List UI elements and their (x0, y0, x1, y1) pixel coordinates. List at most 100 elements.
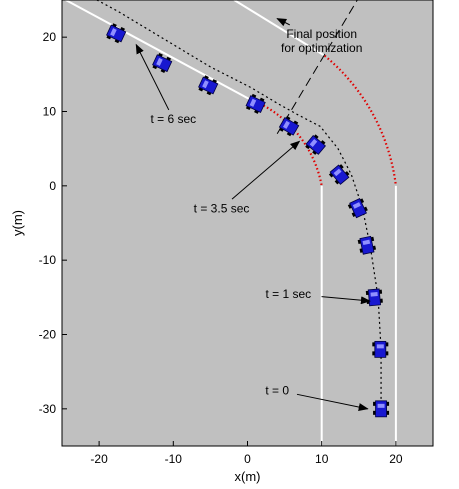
road-inner-curve (248, 97, 323, 187)
vehicle-marker (245, 93, 266, 114)
plot-area (62, 0, 433, 446)
vehicle-wheel (386, 401, 390, 406)
vehicle-windshield (362, 239, 371, 246)
vehicle-body (349, 198, 367, 219)
annotation-line: t = 1 sec (265, 287, 311, 301)
vehicle-wheel (345, 171, 350, 176)
annotation-label: t = 3.5 sec (194, 201, 250, 215)
vehicle-wheel (372, 351, 375, 356)
vehicle-windshield (202, 80, 209, 89)
vehicle-wheel (204, 75, 209, 80)
annotation-label: t = 6 sec (150, 112, 196, 126)
vehicle-marker (305, 134, 326, 155)
vehicle-wheel (328, 172, 334, 178)
vehicle-wheel (114, 39, 120, 44)
axes: -20 -10 0 10 20 -30 -20 -10 0 10 20 (39, 0, 434, 466)
vehicle-wheel (372, 342, 375, 347)
vehicle-body (278, 117, 300, 136)
vehicle-marker (106, 23, 127, 44)
vehicle-wheel (254, 109, 259, 114)
vehicle-body (374, 340, 387, 358)
x-axis-label: x(m) (235, 469, 261, 484)
vehicle-windshield (309, 139, 318, 147)
annotation-line: Final position (286, 27, 357, 41)
x-tick-label: 20 (389, 452, 403, 466)
y-tick-label: -10 (39, 253, 57, 267)
y-tick-label: 10 (43, 105, 57, 119)
final-position-line (276, 0, 358, 135)
y-tick-label: -30 (39, 402, 57, 416)
vehicle-wheel (206, 91, 212, 96)
vehicle-wheel (379, 289, 383, 294)
vehicle-body (245, 95, 266, 113)
y-axis-label: y(m) (10, 210, 25, 236)
vehicle-wheel (212, 79, 217, 84)
road-outer-edge (233, 0, 326, 57)
vehicle-windshield (376, 344, 384, 349)
vehicle-windshield (282, 120, 290, 129)
vehicle-wheel (313, 134, 319, 139)
vehicle-body (106, 24, 127, 43)
vehicle-body (367, 288, 381, 307)
vehicle-windshield (352, 202, 361, 209)
vehicle-wheel (312, 150, 317, 155)
vehicle-marker (347, 198, 368, 219)
vehicle-wheel (386, 410, 390, 415)
vehicle-wheel (360, 198, 365, 204)
vehicle-wheel (347, 204, 352, 209)
x-tick-label: -20 (90, 452, 108, 466)
vehicle-wheel (166, 56, 171, 61)
road-inner-edge (65, 0, 250, 100)
vehicle-wheel (339, 164, 344, 169)
vehicle-windshield (110, 28, 117, 37)
vehicle-wheel (120, 27, 125, 32)
vehicle-marker (198, 75, 219, 96)
vehicle-wheel (259, 97, 265, 102)
vehicle-wheel (351, 212, 356, 217)
vehicle-wheel (385, 342, 389, 347)
vehicle-wheel (373, 401, 376, 406)
vehicle-marker (372, 340, 389, 358)
vehicle-body (305, 135, 326, 155)
vehicle-windshield (156, 57, 163, 66)
vehicle-wheel (365, 290, 369, 296)
vehicle-wheel (373, 410, 376, 415)
annotation-arrow (231, 140, 301, 200)
vehicle-wheel (112, 23, 117, 28)
vehicle-wheel (160, 69, 166, 73)
vehicle-wheel (152, 65, 158, 70)
vehicle-body (198, 76, 219, 95)
vehicle-wheel (251, 93, 257, 98)
x-tick-label: 0 (244, 452, 251, 466)
vehicle-wheel (278, 127, 284, 132)
vehicle-windshield (249, 98, 257, 107)
annotation-line: t = 6 sec (150, 112, 196, 126)
vehicle-body (152, 54, 173, 73)
vehicle-wheel (334, 179, 340, 185)
x-tick-label: -10 (165, 452, 183, 466)
annotation-line: t = 3.5 sec (194, 201, 250, 215)
y-tick-label: 0 (49, 179, 56, 193)
vehicle-body (329, 164, 350, 185)
vehicle-windshield (377, 403, 385, 408)
annotation-label: t = 0 (265, 383, 289, 397)
vehicle-marker (328, 164, 350, 185)
vehicle-wheel (363, 206, 368, 212)
vehicle-marker (152, 52, 173, 73)
annotation-line: for optimization (281, 41, 362, 55)
vehicle-wheel (293, 120, 299, 125)
annotation-arrow (276, 18, 290, 27)
annotation-label: t = 1 sec (265, 287, 311, 301)
vehicle-wheel (245, 106, 251, 111)
annotation-arrow (135, 43, 170, 111)
plot-content (65, 0, 397, 446)
vehicle-body (359, 235, 375, 255)
y-tick-label: -20 (39, 328, 57, 342)
vehicle-marker (373, 400, 390, 418)
vehicle-wheel (106, 35, 112, 40)
annotation-line: t = 0 (265, 383, 289, 397)
vehicle-marker (278, 115, 300, 137)
vehicle-wheel (198, 87, 204, 92)
annotation-arrow (321, 296, 371, 305)
